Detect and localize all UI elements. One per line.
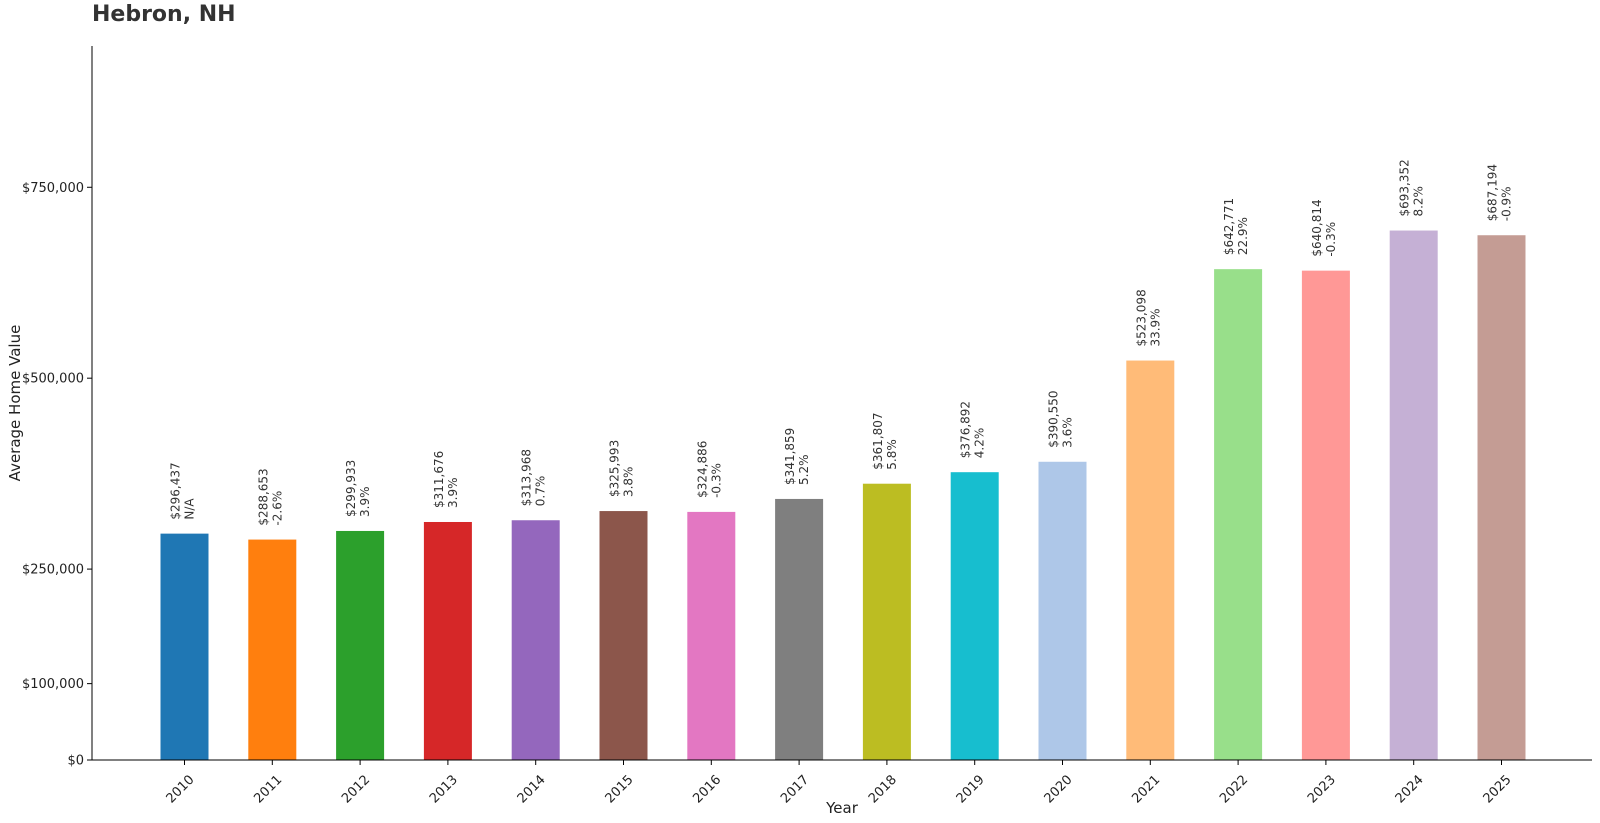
value-label-2024: $693,352 (1398, 159, 1412, 216)
bar-2021 (1126, 360, 1175, 760)
bar-2012 (336, 530, 385, 760)
value-label-2012: $299,933 (344, 460, 358, 517)
x-tick-label-2021: 2021 (1129, 772, 1163, 806)
y-ticks-group: $0 $100,000 $250,000 $500,000 $750,000 (22, 181, 92, 769)
value-label-2017: $341,859 (783, 428, 797, 485)
change-label-2019: 4.2% (973, 428, 987, 459)
chart-title: Hebron, NH (92, 2, 236, 27)
change-label-2011: -2.6% (270, 491, 284, 526)
value-label-2019: $376,892 (959, 401, 973, 458)
bar-2018 (862, 483, 911, 760)
x-tick-label-2018: 2018 (866, 772, 900, 806)
x-tick-label-2025: 2025 (1481, 772, 1515, 806)
x-tick-label-2017: 2017 (778, 772, 812, 806)
y-tick-label-2: $250,000 (22, 563, 84, 578)
change-label-2018: 5.8% (885, 439, 899, 470)
value-label-2011: $288,653 (256, 468, 270, 525)
value-label-2018: $361,807 (871, 412, 885, 469)
y-axis-label: Average Home Value (6, 325, 24, 482)
bar-2010 (160, 533, 209, 760)
value-label-2025: $687,194 (1486, 164, 1500, 221)
value-label-2013: $311,676 (432, 451, 446, 508)
x-tick-label-2011: 2011 (251, 772, 285, 806)
change-label-2024: 8.2% (1412, 186, 1426, 217)
bar-2023 (1301, 270, 1350, 760)
bar-2022 (1214, 269, 1263, 760)
value-label-2014: $313,968 (520, 449, 534, 506)
y-tick-label-0: $0 (67, 754, 84, 769)
bar-2024 (1389, 230, 1438, 761)
change-label-2012: 3.9% (358, 486, 372, 517)
change-label-2025: -0.9% (1500, 186, 1514, 221)
x-tick-label-2016: 2016 (690, 772, 724, 806)
change-label-2015: 3.8% (622, 467, 636, 498)
x-tick-label-2023: 2023 (1305, 772, 1339, 806)
bar-2025 (1477, 235, 1526, 761)
axes-group (91, 46, 1592, 761)
x-tick-label-2020: 2020 (1042, 772, 1076, 806)
bar-2013 (423, 521, 472, 760)
x-tick-label-2010: 2010 (164, 772, 198, 806)
x-tick-label-2014: 2014 (515, 772, 549, 806)
x-tick-label-2022: 2022 (1217, 772, 1251, 806)
change-label-2013: 3.9% (446, 477, 460, 508)
bar-2015 (599, 511, 648, 760)
value-label-2020: $390,550 (1047, 390, 1061, 447)
x-tick-label-2013: 2013 (427, 772, 461, 806)
value-label-2015: $325,993 (608, 440, 622, 497)
bar-2019 (950, 472, 999, 760)
bar-labels-group: $296,437 N/A $288,653 -2.6% $299,933 3.9% $311… (169, 159, 1514, 525)
change-label-2023: -0.3% (1324, 222, 1338, 257)
value-label-2010: $296,437 (169, 462, 183, 519)
value-label-2016: $324,886 (695, 441, 709, 498)
change-label-2021: 33.9% (1148, 308, 1162, 346)
x-tick-label-2015: 2015 (603, 772, 637, 806)
value-label-2023: $640,814 (1310, 199, 1324, 256)
value-label-2022: $642,771 (1222, 198, 1236, 255)
x-tick-label-2024: 2024 (1393, 772, 1427, 806)
change-label-2010: N/A (183, 498, 197, 520)
bar-2020 (1038, 461, 1087, 760)
change-label-2017: 5.2% (797, 454, 811, 485)
value-label-2021: $523,098 (1134, 289, 1148, 346)
change-label-2016: -0.3% (709, 463, 723, 498)
bar-2014 (511, 520, 560, 760)
bar-2016 (687, 511, 736, 760)
bar-2011 (248, 539, 297, 760)
y-tick-label-3: $500,000 (22, 372, 84, 387)
x-axis-label: Year (825, 799, 859, 817)
y-tick-label-1: $100,000 (22, 677, 84, 692)
x-tick-label-2012: 2012 (339, 772, 373, 806)
y-tick-label-4: $750,000 (22, 181, 84, 196)
change-label-2020: 3.6% (1061, 417, 1075, 448)
bar-2017 (775, 498, 824, 760)
bars-group (160, 230, 1526, 761)
change-label-2022: 22.9% (1236, 217, 1250, 255)
change-label-2014: 0.7% (534, 476, 548, 507)
x-tick-label-2019: 2019 (954, 772, 988, 806)
